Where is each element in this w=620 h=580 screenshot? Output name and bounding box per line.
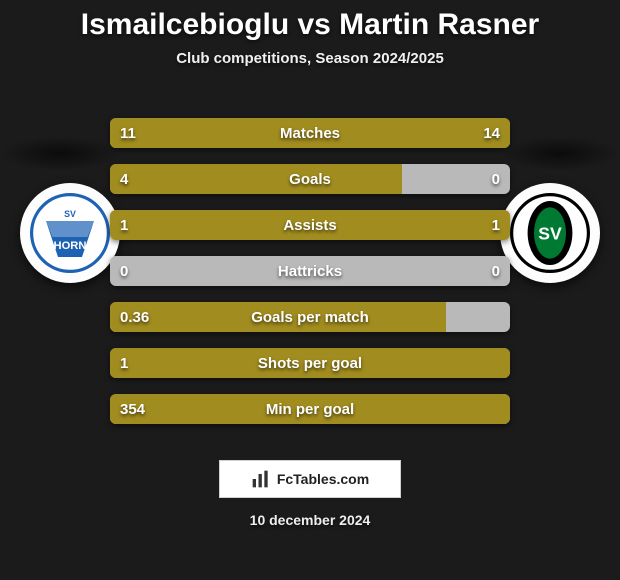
sv-horn-icon: SV HORN <box>30 193 110 273</box>
stat-label: Assists <box>110 210 510 240</box>
stat-row: 0.36Goals per match <box>110 302 510 332</box>
stat-row: 40Goals <box>110 164 510 194</box>
stat-row: 00Hattricks <box>110 256 510 286</box>
stat-label: Hattricks <box>110 256 510 286</box>
stat-label: Matches <box>110 118 510 148</box>
svg-text:HORN: HORN <box>54 240 87 252</box>
stat-row: 1Shots per goal <box>110 348 510 378</box>
stat-label: Shots per goal <box>110 348 510 378</box>
watermark-badge: FcTables.com <box>219 460 401 498</box>
badge-shadow-left <box>0 136 120 171</box>
stat-row: 354Min per goal <box>110 394 510 424</box>
comparison-stage: SV HORN SV 1114Matches 40Goals 11Assists 00… <box>0 118 620 458</box>
stat-row: 1114Matches <box>110 118 510 148</box>
stat-label: Goals per match <box>110 302 510 332</box>
bar-chart-icon <box>251 469 271 489</box>
stat-row: 11Assists <box>110 210 510 240</box>
badge-shadow-right <box>500 136 620 171</box>
watermark-text: FcTables.com <box>277 471 369 487</box>
stat-label: Min per goal <box>110 394 510 424</box>
page-title: Ismailcebioglu vs Martin Rasner <box>0 8 620 42</box>
stat-label: Goals <box>110 164 510 194</box>
comparison-rows: 1114Matches 40Goals 11Assists 00Hattricks 0.… <box>110 118 510 440</box>
svg-text:SV: SV <box>64 209 76 219</box>
sv-ried-icon: SV <box>510 193 590 273</box>
page-subtitle: Club competitions, Season 2024/2025 <box>0 50 620 67</box>
svg-text:SV: SV <box>538 223 562 243</box>
club-badge-left: SV HORN <box>20 183 120 283</box>
date-label: 10 december 2024 <box>0 512 620 528</box>
club-badge-right: SV <box>500 183 600 283</box>
